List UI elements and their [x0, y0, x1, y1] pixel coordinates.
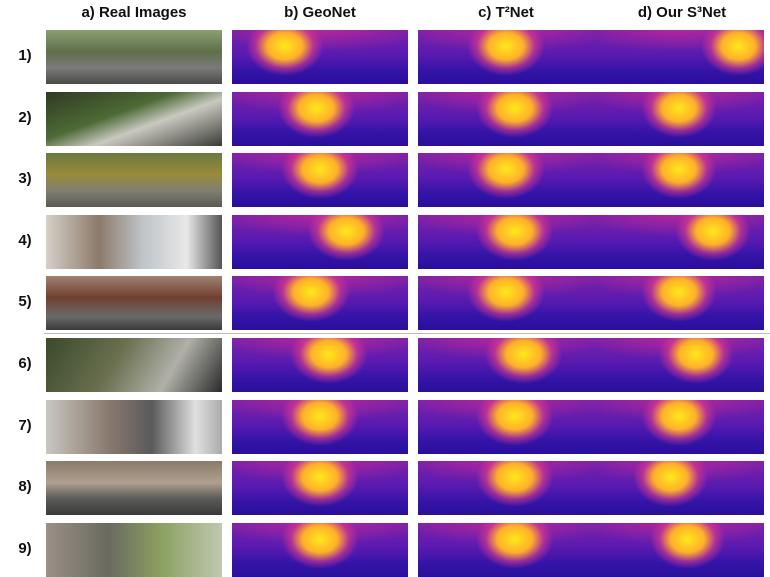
row-label: 9)	[8, 540, 42, 557]
depth-map	[418, 153, 594, 207]
depth-map	[232, 338, 408, 392]
row-label: 2)	[8, 109, 42, 126]
depth-map	[594, 30, 764, 84]
real-image	[46, 153, 222, 207]
real-image	[46, 338, 222, 392]
column-header: b) GeoNet	[232, 4, 408, 21]
depth-map	[594, 92, 764, 146]
depth-map	[232, 92, 408, 146]
depth-map	[418, 523, 594, 577]
row-label: 6)	[8, 355, 42, 372]
depth-map	[232, 461, 408, 515]
column-header: d) Our S³Net	[594, 4, 770, 21]
depth-map	[232, 215, 408, 269]
depth-map	[594, 400, 764, 454]
real-image	[46, 400, 222, 454]
row-label: 4)	[8, 232, 42, 249]
divider	[44, 333, 770, 334]
depth-map	[418, 92, 594, 146]
depth-map	[418, 215, 594, 269]
depth-map	[418, 400, 594, 454]
depth-map	[418, 338, 594, 392]
depth-map	[594, 461, 764, 515]
depth-map	[594, 523, 764, 577]
depth-map	[594, 338, 764, 392]
depth-map	[232, 153, 408, 207]
row-label: 8)	[8, 478, 42, 495]
row-label: 1)	[8, 47, 42, 64]
row-label: 3)	[8, 170, 42, 187]
figure: a) Real Images b) GeoNet c) T²Netd) Our S³…	[0, 0, 770, 576]
depth-map	[594, 153, 764, 207]
depth-map	[232, 30, 408, 84]
depth-map	[594, 215, 764, 269]
real-image	[46, 523, 222, 577]
column-header: c) T²Net	[418, 4, 594, 21]
depth-map	[232, 400, 408, 454]
depth-map	[232, 523, 408, 577]
row-label: 5)	[8, 293, 42, 310]
depth-map	[232, 276, 408, 330]
real-image	[46, 461, 222, 515]
real-image	[46, 215, 222, 269]
real-image	[46, 30, 222, 84]
real-image	[46, 92, 222, 146]
depth-map	[594, 276, 764, 330]
row-label: 7)	[8, 417, 42, 434]
real-image	[46, 276, 222, 330]
depth-map	[418, 30, 594, 84]
column-header: a) Real Images	[46, 4, 222, 21]
depth-map	[418, 276, 594, 330]
depth-map	[418, 461, 594, 515]
